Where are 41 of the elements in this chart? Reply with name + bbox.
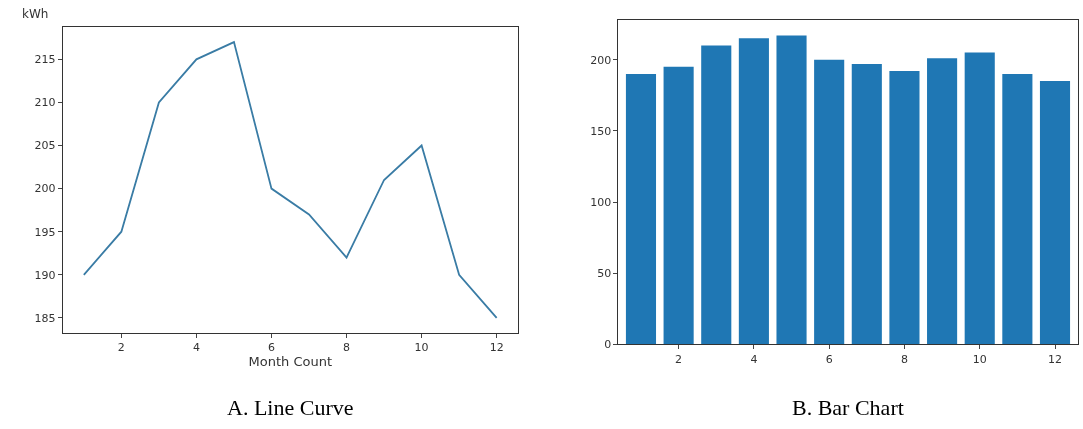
y-tick-label: 200 — [34, 182, 56, 196]
y-tick-label: 200 — [590, 53, 612, 67]
bar — [889, 71, 920, 345]
x-tick-label: 6 — [825, 352, 833, 366]
x-tick-label: 8 — [900, 352, 908, 366]
bar — [625, 73, 657, 345]
y-tick-label: 190 — [34, 268, 56, 282]
y-tick-label: 185 — [34, 311, 56, 325]
x-tick-label: 2 — [117, 340, 125, 354]
text: A. Line Curve — [227, 395, 354, 420]
x-tick-label: 8 — [343, 340, 351, 354]
bar — [851, 63, 882, 345]
x-tick-label: 12 — [489, 340, 504, 354]
y-tick-label: 150 — [590, 124, 612, 138]
line-series — [82, 41, 498, 319]
x-tick-label: 2 — [675, 352, 683, 366]
bar — [738, 38, 769, 345]
y-tick-label: 50 — [597, 267, 612, 281]
bar — [701, 45, 732, 345]
bar — [927, 58, 958, 345]
x-tick-label: 6 — [267, 340, 275, 354]
bar — [814, 59, 845, 345]
y-tick-label: 215 — [34, 53, 56, 67]
y-tick-label: 0 — [604, 338, 612, 352]
x-tick-label: 10 — [414, 340, 429, 354]
y-tick-label: 210 — [34, 96, 56, 110]
y-tick-label: 195 — [34, 225, 56, 239]
y-axis-title: kWh — [22, 7, 49, 21]
y-tick-label: 100 — [590, 195, 612, 209]
x-tick-label: 4 — [750, 352, 758, 366]
x-tick-label: 12 — [1048, 352, 1062, 366]
y-tick-label: 205 — [34, 139, 56, 153]
text: B. Bar Chart — [792, 395, 904, 420]
bar — [1039, 81, 1071, 345]
x-tick-label: 10 — [972, 352, 987, 366]
x-axis-title: Month Count — [248, 354, 332, 370]
bar — [964, 52, 995, 345]
bar — [663, 66, 694, 345]
bar — [1002, 73, 1033, 345]
x-tick-label: 4 — [192, 340, 200, 354]
bar — [776, 35, 807, 345]
